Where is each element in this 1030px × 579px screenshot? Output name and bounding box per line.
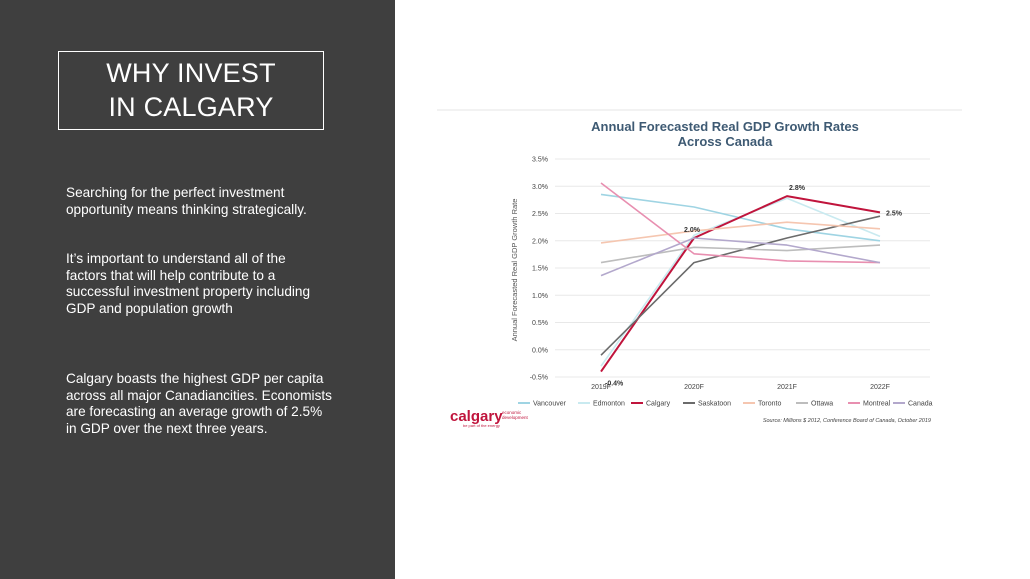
y-tick-label: 0.5% — [532, 320, 548, 327]
y-tick-label: 3.5% — [532, 157, 548, 164]
data-labels: -0.4% 2.0% 2.8% 2.5% — [605, 185, 903, 387]
grid-lines — [555, 158, 930, 378]
legend-label: Vancouver — [533, 401, 567, 408]
y-tick-label: 3.0% — [532, 184, 548, 191]
y-tick-label: 2.0% — [532, 238, 548, 245]
logo-side-line2: development — [502, 415, 529, 420]
series-line-saskatoon — [600, 215, 881, 356]
chart-source: Source: Millions $ 2012, Conference Boar… — [763, 418, 931, 424]
logo-tagline: be part of the energy — [463, 423, 500, 428]
logo-side-line1: economic — [502, 410, 522, 415]
x-tick-label: 2021F — [777, 384, 797, 391]
legend-item: Toronto — [743, 401, 781, 408]
series-line-canada — [600, 237, 881, 277]
slide-title-line2: IN CALGARY — [108, 92, 274, 122]
y-tick-label: -0.5% — [530, 375, 548, 382]
y-tick-labels: -0.5% 0.0% 0.5% 1.0% 1.5% 2.0% 2.5% 3.0% 3.5% — [530, 157, 548, 382]
series-line-calgary — [600, 195, 881, 373]
data-label: 2.5% — [886, 210, 903, 217]
series-lines — [600, 182, 881, 373]
y-tick-label: 1.5% — [532, 266, 548, 273]
logo-wordmark: calgary — [450, 408, 503, 425]
legend-item: Saskatoon — [683, 401, 731, 408]
chart-legend: Vancouver Edmonton Calgary Saskatoon Toronto… — [518, 401, 933, 408]
y-tick-label: 0.0% — [532, 347, 548, 354]
paragraph-strategy: Searching for the perfect investment opp… — [66, 185, 307, 217]
y-axis-label: Annual Forecasted Real GDP Growth Rate — [510, 199, 519, 342]
legend-item: Edmonton — [578, 401, 625, 408]
paragraph-gdp: Calgary boasts the highest GDP per capit… — [66, 371, 332, 436]
series-line-montreal — [600, 182, 881, 264]
paragraph-factors: It’s important to understand all of the … — [66, 251, 311, 316]
legend-item: Vancouver — [518, 401, 567, 408]
chart-subtitle: Across Canada — [678, 134, 773, 149]
legend-label: Montreal — [863, 401, 891, 408]
x-tick-label: 2022F — [870, 384, 890, 391]
x-tick-labels: 2019F 2020F 2021F 2022F — [591, 384, 890, 391]
legend-label: Edmonton — [593, 401, 625, 408]
legend-label: Calgary — [646, 401, 671, 408]
legend-item: Canada — [893, 401, 933, 408]
x-tick-label: 2019F — [591, 384, 611, 391]
slide-title-box: WHY INVEST IN CALGARY — [58, 51, 324, 130]
legend-label: Ottawa — [811, 401, 833, 408]
legend-label: Saskatoon — [698, 401, 731, 408]
series-line-toronto — [600, 221, 881, 244]
series-line-edmonton — [600, 197, 881, 367]
series-line-ottawa — [600, 244, 881, 264]
legend-label: Canada — [908, 401, 933, 408]
legend-label: Toronto — [758, 401, 781, 408]
data-label: 2.8% — [789, 185, 806, 192]
calgary-logo: calgary economic development be part of … — [450, 408, 529, 428]
slide-title-line1: WHY INVEST — [106, 58, 276, 88]
legend-item: Calgary — [631, 401, 671, 408]
data-label: -0.4% — [605, 381, 624, 388]
chart-title: Annual Forecasted Real GDP Growth Rates — [591, 119, 859, 134]
x-tick-label: 2020F — [684, 384, 704, 391]
legend-item: Ottawa — [796, 401, 833, 408]
y-tick-label: 2.5% — [532, 211, 548, 218]
legend-item: Montreal — [848, 401, 891, 408]
y-tick-label: 1.0% — [532, 293, 548, 300]
left-panel: WHY INVEST IN CALGARY Searching for the … — [0, 0, 395, 579]
data-label: 2.0% — [684, 227, 701, 234]
